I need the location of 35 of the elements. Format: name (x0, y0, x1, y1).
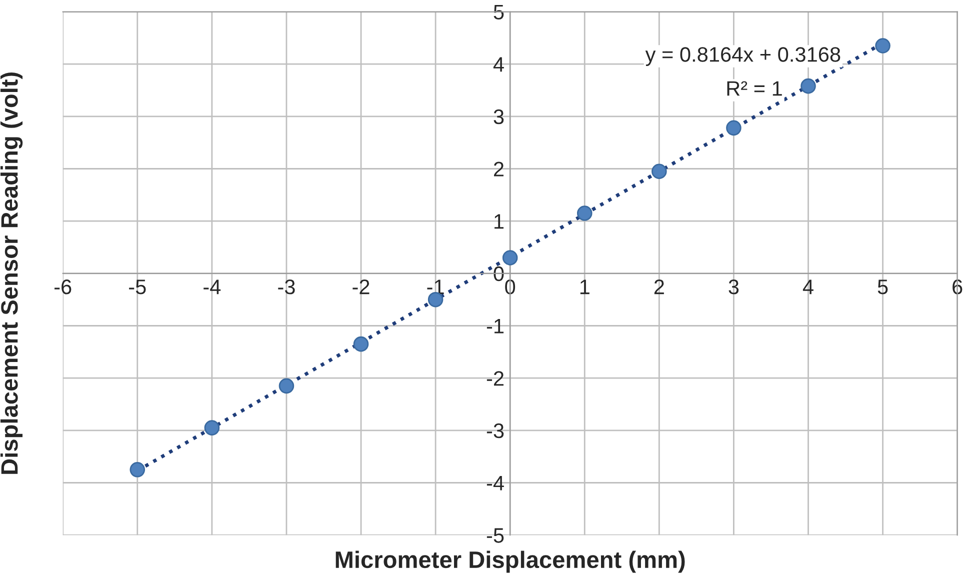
x-tick-label: -5 (129, 280, 146, 294)
point (800, 78, 816, 94)
y-tick-label: 4 (493, 57, 504, 72)
x-tick-label: 6 (952, 280, 962, 294)
y-tick-label: 2 (494, 162, 504, 176)
y-tick-label: 1 (494, 214, 504, 229)
x-tick-label: -2 (352, 280, 370, 294)
point (875, 38, 890, 54)
y-tick-label: -4 (486, 476, 504, 490)
x-tick-label: -4 (204, 280, 221, 294)
point (130, 462, 146, 478)
x-tick-label: 4 (802, 280, 814, 294)
x-tick-label: 2 (654, 280, 664, 294)
annotation: y = 0.8164x + 0.3168 (645, 47, 840, 66)
y-tick-label: -3 (486, 423, 504, 438)
x-axis-title: Micrometer Displacement (mm) (336, 550, 685, 573)
point (502, 250, 518, 266)
y-tick-label: 3 (494, 109, 504, 124)
point (576, 206, 592, 221)
point (726, 120, 742, 136)
annotation: R² = 1 (727, 81, 782, 96)
point (353, 336, 369, 352)
x-tick-label: 3 (728, 280, 739, 294)
x-tick-label: -3 (278, 280, 295, 294)
y-tick-label: -1 (486, 318, 504, 334)
y-tick-label: -5 (486, 528, 504, 543)
point (278, 378, 294, 394)
point (652, 164, 667, 180)
x-tick-label: 5 (878, 280, 888, 294)
x-tick-label: 0 (505, 280, 516, 294)
x-tick-label: -6 (54, 280, 72, 294)
y-tick-label: -2 (486, 371, 504, 386)
point (204, 420, 220, 436)
y-axis-title: Displacement Sensor Reading (volt) (0, 72, 23, 474)
x-tick-label: 1 (580, 280, 590, 294)
